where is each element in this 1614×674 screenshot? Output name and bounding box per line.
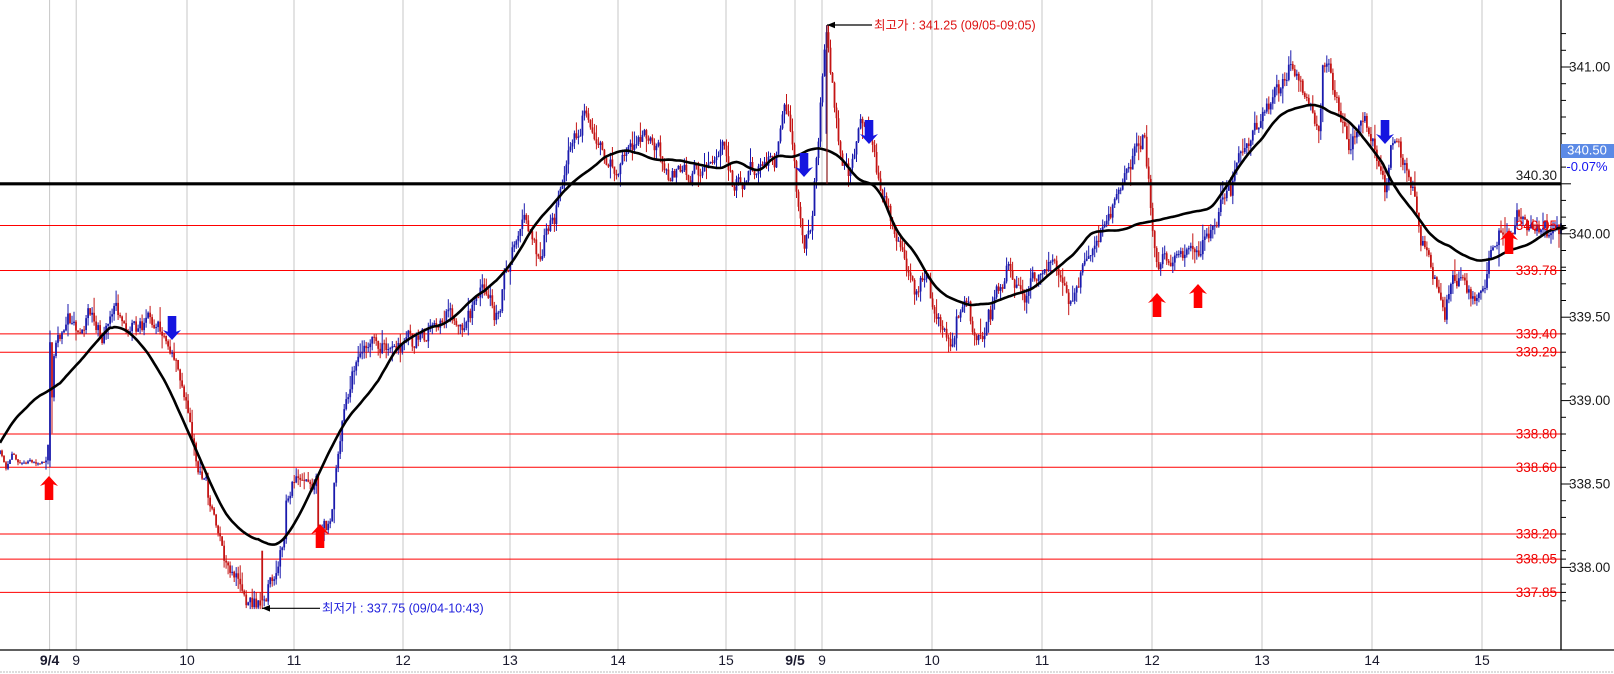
svg-text:최고가 : 341.25 (09/05-09:05): 최고가 : 341.25 (09/05-09:05): [874, 19, 1036, 33]
svg-text:9/5: 9/5: [785, 652, 805, 668]
svg-text:340.00: 340.00: [1569, 226, 1610, 241]
svg-text:340.30: 340.30: [1516, 168, 1557, 183]
svg-text:15: 15: [718, 652, 734, 668]
svg-text:340.05: 340.05: [1516, 218, 1557, 233]
svg-text:12: 12: [395, 652, 411, 668]
svg-text:339.50: 339.50: [1569, 310, 1610, 325]
svg-text:339.40: 339.40: [1516, 326, 1557, 341]
svg-text:13: 13: [502, 652, 518, 668]
svg-text:337.85: 337.85: [1516, 585, 1557, 600]
svg-text:339.78: 339.78: [1516, 263, 1557, 278]
svg-text:9/4: 9/4: [40, 652, 60, 668]
svg-text:-0.07%: -0.07%: [1566, 159, 1608, 174]
svg-text:9: 9: [72, 652, 80, 668]
svg-text:339.29: 339.29: [1516, 345, 1557, 360]
svg-text:14: 14: [1364, 652, 1380, 668]
svg-text:10: 10: [924, 652, 940, 668]
svg-text:341.00: 341.00: [1569, 60, 1610, 75]
svg-text:338.05: 338.05: [1516, 552, 1557, 567]
svg-text:338.20: 338.20: [1516, 527, 1557, 542]
svg-text:338.50: 338.50: [1569, 477, 1610, 492]
svg-text:338.80: 338.80: [1516, 427, 1557, 442]
svg-text:10: 10: [179, 652, 195, 668]
svg-text:13: 13: [1254, 652, 1270, 668]
svg-text:15: 15: [1474, 652, 1490, 668]
svg-text:11: 11: [1035, 652, 1050, 668]
svg-text:최저가 : 337.75 (09/04-10:43): 최저가 : 337.75 (09/04-10:43): [322, 602, 484, 616]
svg-text:12: 12: [1144, 652, 1160, 668]
svg-text:338.60: 338.60: [1516, 460, 1557, 475]
svg-text:14: 14: [610, 652, 626, 668]
svg-text:9: 9: [818, 652, 826, 668]
svg-text:11: 11: [287, 652, 302, 668]
svg-text:338.00: 338.00: [1569, 560, 1610, 575]
svg-text:339.00: 339.00: [1569, 393, 1610, 408]
svg-text:340.50: 340.50: [1567, 143, 1607, 158]
